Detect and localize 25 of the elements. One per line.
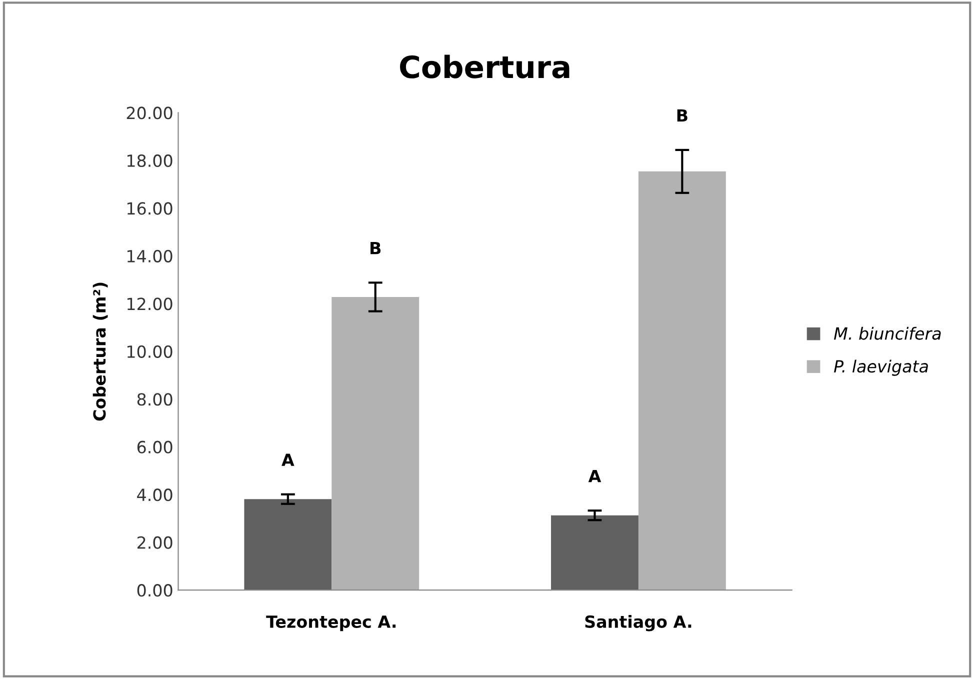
y-tick-label: 2.00 [137, 536, 172, 549]
y-tick-label: 14.00 [128, 250, 172, 262]
y-tick-label: 16.00 [128, 202, 172, 215]
y-tick-label: 10.00 [128, 345, 172, 358]
annotation: A [588, 470, 602, 482]
chart-title: Cobertura [400, 54, 570, 78]
y-tick-label: 4.00 [137, 488, 172, 502]
annotation: B [677, 109, 688, 122]
y-axis-title: Cobertura (m²) [92, 282, 108, 421]
x-tick-label: Santiago A. [585, 615, 692, 632]
bar [551, 515, 638, 590]
y-tick-label: 0.00 [137, 584, 172, 597]
y-tick-label: 6.00 [137, 440, 172, 454]
y-tick-label: 20.00 [126, 106, 172, 120]
y-tick-label: 18.00 [128, 154, 172, 168]
annotation: B [370, 242, 381, 254]
bar [332, 296, 420, 590]
x-tick-label: Tezontepec A. [266, 616, 396, 632]
bar [638, 171, 726, 590]
y-tick-label: 8.00 [137, 393, 172, 406]
bar [244, 499, 332, 590]
y-tick-label: 12.00 [128, 298, 172, 310]
legend-label: P. laevigata [834, 360, 928, 376]
legend-label: M. biuncifera [834, 326, 941, 340]
annotation: A [282, 454, 294, 466]
